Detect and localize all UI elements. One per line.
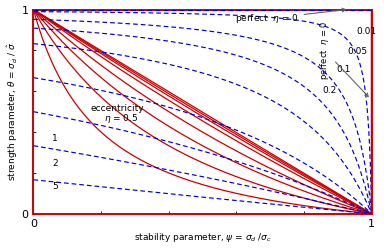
Text: 0.2: 0.2 (323, 86, 337, 95)
Text: perfect  $\eta$ = 0: perfect $\eta$ = 0 (235, 8, 346, 25)
Text: 5: 5 (52, 182, 58, 191)
Text: 1: 1 (52, 134, 58, 143)
Text: eccentricity: eccentricity (91, 104, 144, 113)
Text: 0.05: 0.05 (348, 47, 367, 56)
Text: perfect  $\eta$ = 0: perfect $\eta$ = 0 (318, 20, 368, 96)
Text: 2: 2 (52, 159, 58, 168)
Y-axis label: strength parameter, $\theta$ = $\sigma_d$ / $\hat{\sigma}$: strength parameter, $\theta$ = $\sigma_d… (5, 42, 20, 181)
X-axis label: stability parameter, $\psi$ = $\sigma_d$ /$\sigma_c$: stability parameter, $\psi$ = $\sigma_d$… (134, 232, 271, 244)
Text: 0.1: 0.1 (336, 65, 351, 74)
Text: 0.01: 0.01 (356, 26, 377, 36)
Text: $\eta$ = 0.5: $\eta$ = 0.5 (104, 112, 139, 125)
